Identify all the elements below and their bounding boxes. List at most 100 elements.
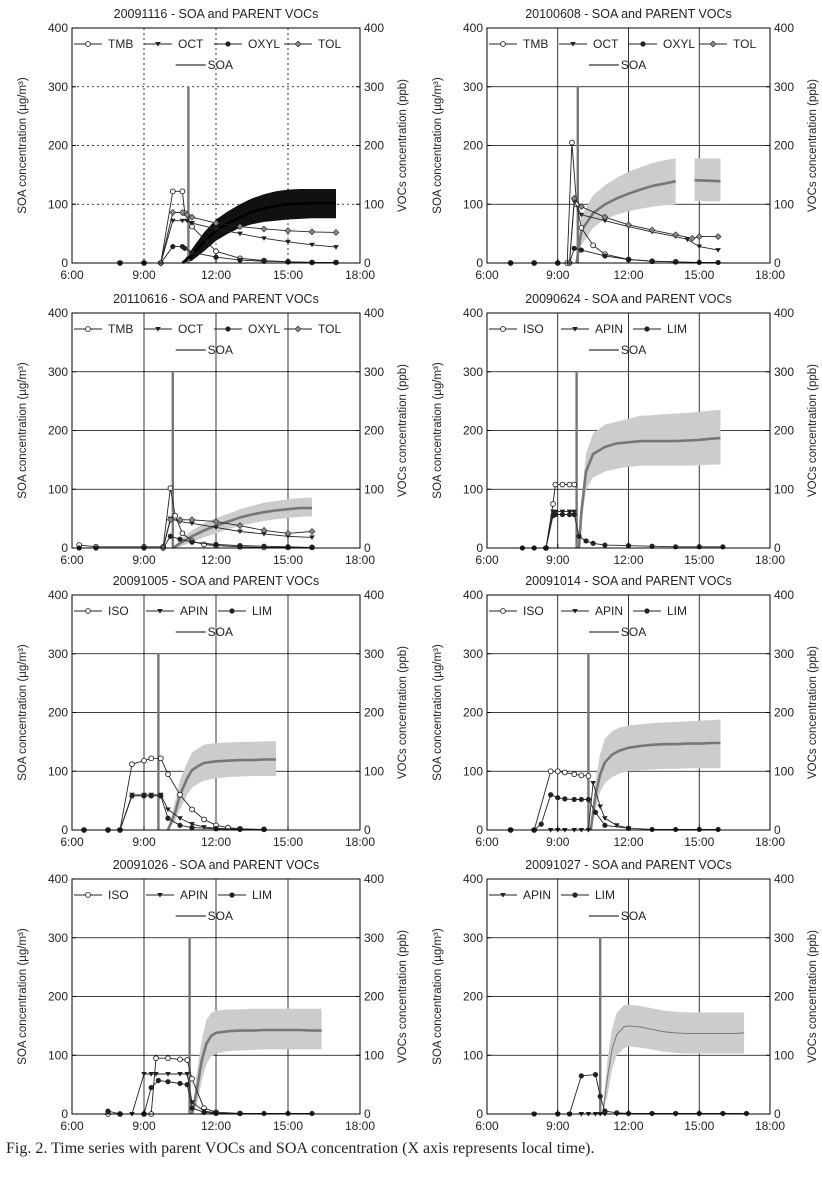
data-point — [696, 244, 703, 250]
data-point — [165, 771, 171, 778]
y-axis-label: SOA concentration (µg/m³) — [17, 928, 29, 1065]
data-point — [167, 533, 173, 539]
soa-line — [602, 1025, 745, 1115]
data-point — [613, 823, 620, 828]
legend-marker — [500, 893, 506, 898]
data-point — [148, 755, 155, 762]
data-point — [177, 536, 183, 542]
legend-label: SOA — [208, 909, 233, 923]
data-point — [129, 761, 135, 768]
data-point — [566, 511, 573, 518]
series-tol — [159, 516, 316, 552]
y-tick-label: 200 — [463, 990, 483, 1004]
y-tick-label: 400 — [463, 588, 483, 602]
legend-label: SOA — [621, 343, 646, 357]
y-axis-label: SOA concentration (µg/m³) — [17, 77, 29, 214]
x-tick-label: 9:00 — [546, 268, 570, 282]
data-point — [260, 526, 268, 534]
x-tick-label: 18:00 — [755, 553, 785, 567]
y2-tick-label: 100 — [774, 764, 794, 778]
soa-line — [589, 741, 721, 831]
legend-label: SOA — [621, 58, 646, 72]
y2-tick-label: 0 — [364, 541, 371, 555]
data-point — [153, 1055, 159, 1062]
data-point — [237, 257, 243, 263]
data-point — [179, 530, 186, 537]
data-point — [165, 1072, 171, 1077]
y-tick-label: 300 — [463, 647, 483, 661]
legend-label: TOL — [733, 37, 756, 51]
soa-uncertainty-band — [590, 719, 721, 830]
y2-tick-label: 400 — [774, 872, 794, 886]
series-line — [79, 488, 312, 548]
x-tick-label: 12:00 — [613, 268, 643, 282]
data-point — [213, 254, 219, 260]
y-axis-label: SOA concentration (µg/m³) — [432, 928, 444, 1065]
series-line — [510, 794, 719, 831]
data-point — [177, 822, 183, 828]
x-tick-label: 15:00 — [684, 835, 714, 849]
legend-label: ISO — [523, 604, 544, 618]
y-axis-label: SOA concentration (µg/m³) — [17, 362, 29, 499]
legend-marker — [155, 327, 161, 332]
y-tick-label: 200 — [48, 990, 68, 1004]
data-point — [577, 203, 585, 211]
data-point — [189, 521, 195, 526]
data-point — [261, 1110, 267, 1117]
data-point — [201, 825, 207, 830]
y-tick-label: 400 — [463, 306, 483, 320]
chart-title: 20091116 - SOA and PARENT VOCs — [114, 7, 319, 21]
series-tol — [157, 209, 340, 267]
y-tick-label: 400 — [48, 21, 68, 35]
series-line — [569, 199, 719, 264]
data-point — [571, 509, 578, 515]
legend-label: OCT — [178, 322, 204, 336]
data-point — [578, 224, 585, 231]
data-point — [648, 226, 656, 234]
legend-label: LIM — [667, 604, 687, 618]
data-point — [261, 531, 267, 537]
x-tick-label: 12:00 — [201, 835, 231, 849]
legend-label: LIM — [667, 322, 687, 336]
y-tick-label: 0 — [61, 823, 68, 837]
data-point — [177, 1080, 183, 1087]
y-axis-label: SOA concentration (µg/m³) — [432, 362, 444, 499]
data-point — [176, 516, 184, 524]
chart-title: 20091026 - SOA and PARENT VOCs — [113, 858, 320, 872]
y2-tick-label: 400 — [774, 21, 794, 35]
legend-marker — [570, 42, 576, 47]
y-tick-label: 400 — [463, 872, 483, 886]
chart-panel-p7: 0 0 100 100 200 200 300 300 400 400 6:00 9:00 12:00 1… — [17, 858, 409, 1133]
chart-panel-p8: 0 0 100 100 200 200 300 300 400 400 6:00 9:00 12:00 1… — [432, 858, 819, 1133]
data-point — [720, 544, 726, 550]
data-point — [602, 218, 608, 224]
y-tick-label: 100 — [463, 764, 483, 778]
y2-tick-label: 200 — [364, 706, 384, 720]
data-point — [625, 221, 632, 229]
legend-label: OCT — [178, 37, 204, 51]
x-tick-label: 12:00 — [201, 1119, 231, 1133]
y-axis-label: SOA concentration (µg/m³) — [432, 77, 444, 214]
y2-tick-label: 300 — [364, 931, 384, 945]
x-tick-label: 9:00 — [546, 553, 570, 567]
y-tick-label: 300 — [48, 647, 68, 661]
legend-marker — [85, 892, 91, 898]
y-tick-label: 400 — [48, 588, 68, 602]
data-point — [566, 509, 573, 515]
series-iso — [543, 481, 578, 551]
data-point — [189, 249, 195, 256]
data-point — [684, 237, 691, 243]
data-point — [590, 242, 596, 249]
y2-tick-label: 300 — [364, 365, 384, 379]
chart-title: 20091027 - SOA and PARENT VOCs — [525, 858, 732, 872]
y-tick-label: 0 — [476, 1107, 483, 1121]
legend-marker — [85, 326, 91, 332]
y-tick-label: 100 — [48, 764, 68, 778]
data-point — [179, 218, 186, 224]
data-point — [548, 792, 554, 798]
data-point — [155, 1077, 161, 1084]
data-point — [141, 1072, 147, 1077]
data-point — [153, 1072, 159, 1077]
data-point — [583, 538, 589, 544]
x-tick-label: 18:00 — [345, 268, 375, 282]
